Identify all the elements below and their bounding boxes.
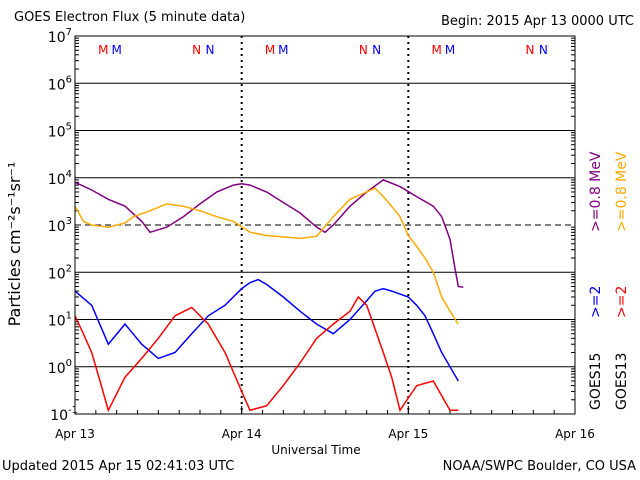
y-tick-label: 10-1 xyxy=(50,405,78,424)
y-tick-label: 107 xyxy=(48,27,72,46)
x-axis: Apr 13 Apr 14 Apr 15 Apr 16 xyxy=(55,406,595,441)
local-time-marker: N xyxy=(526,43,535,57)
local-time-marker: M xyxy=(98,43,108,57)
local-time-marker: M xyxy=(265,43,275,57)
series-goes13-2 xyxy=(74,295,459,413)
x-tick-label: Apr 15 xyxy=(388,427,428,441)
y-tick-label: 104 xyxy=(48,169,72,188)
y-axis-label: Particles cm⁻²s⁻¹sr⁻¹ xyxy=(5,162,24,327)
chart-title: GOES Electron Flux (5 minute data) xyxy=(14,10,246,25)
legend-goes13-gt08: >=0.8 MeV xyxy=(614,151,630,232)
x-tick-label: Apr 16 xyxy=(555,427,595,441)
y-tick-label: 105 xyxy=(48,122,72,141)
series-goes15-2 xyxy=(74,278,459,382)
legend-goes15-gt2: >=2 xyxy=(588,286,604,318)
legend-goes15-sat: GOES15 xyxy=(588,353,604,410)
series-layer xyxy=(74,179,464,413)
y-tick-label: 103 xyxy=(48,216,72,235)
legend-goes15-gt08: >=0.8 MeV xyxy=(588,151,604,232)
local-time-marker: M xyxy=(445,43,455,57)
local-time-marker: N xyxy=(359,43,368,57)
local-time-marker: N xyxy=(192,43,201,57)
local-time-marker: N xyxy=(206,43,215,57)
plot-frame xyxy=(74,35,576,415)
y-tick-label: 101 xyxy=(48,311,72,330)
y-tick-label: 106 xyxy=(48,74,72,93)
credit-label: NOAA/SWPC Boulder, CO USA xyxy=(442,459,636,474)
legend-goes13-gt2: >=2 xyxy=(614,286,630,318)
local-time-marker: N xyxy=(539,43,548,57)
legend-goes13-sat: GOES13 xyxy=(614,353,630,410)
local-time-marker: M xyxy=(431,43,441,57)
series-goes15-0-8-mev xyxy=(74,179,464,289)
x-tick-label: Apr 13 xyxy=(55,427,95,441)
series-goes13-0-8-mev xyxy=(74,187,459,325)
y-axis: 107 106 105 104 103 102 101 100 10-1 xyxy=(48,27,575,424)
local-time-marker: N xyxy=(372,43,381,57)
y-tick-label: 100 xyxy=(48,358,72,377)
local-time-marker: M xyxy=(111,43,121,57)
local-time-marker: M xyxy=(278,43,288,57)
y-tick-label: 102 xyxy=(48,263,72,282)
right-legend: >=0.8 MeV >=0.8 MeV >=2 >=2 GOES15 GOES1… xyxy=(588,151,630,410)
begin-time-label: Begin: 2015 Apr 13 0000 UTC xyxy=(440,14,634,29)
plot-grid xyxy=(75,36,575,414)
updated-timestamp: Updated 2015 Apr 15 02:41:03 UTC xyxy=(2,459,235,474)
x-tick-label: Apr 14 xyxy=(222,427,262,441)
x-axis-label: Universal Time xyxy=(271,443,360,457)
